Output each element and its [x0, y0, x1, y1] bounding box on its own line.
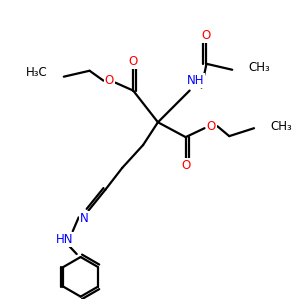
Text: HN: HN [56, 233, 74, 246]
Text: N: N [80, 212, 89, 225]
Text: CH₃: CH₃ [248, 61, 270, 74]
Text: CH₃: CH₃ [270, 120, 292, 133]
Text: O: O [105, 74, 114, 87]
Text: H₃C: H₃C [26, 66, 48, 79]
Text: O: O [202, 28, 211, 42]
Text: O: O [128, 55, 138, 68]
Text: NH: NH [187, 74, 204, 87]
Text: O: O [181, 159, 190, 172]
Text: O: O [207, 120, 216, 133]
